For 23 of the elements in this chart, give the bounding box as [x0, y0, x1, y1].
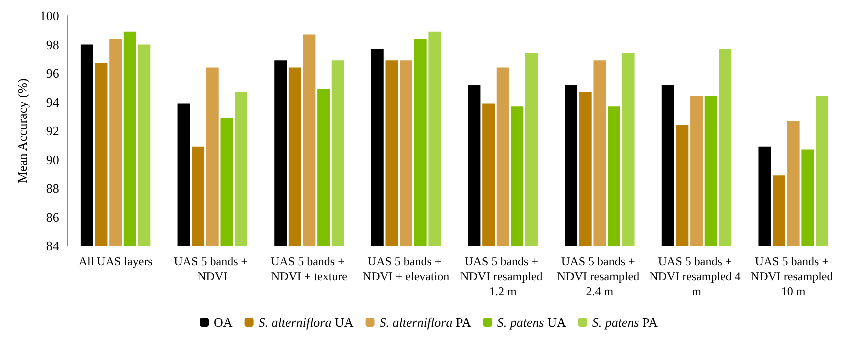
- legend-label: S. alterniflora UA: [258, 315, 354, 330]
- legend-label: S. alterniflora PA: [380, 315, 472, 330]
- y-tick-label: 92: [46, 124, 60, 138]
- x-tick-label: UAS 5 bands + NDVI + texture: [271, 254, 348, 284]
- x-tick-label: UAS 5 bands + NDVI resampled 4 m: [650, 254, 744, 298]
- x-tick-label: UAS 5 bands + NDVI resampled 1.2 m: [460, 254, 546, 298]
- y-tick-label: 86: [46, 210, 60, 225]
- y-tick-label: 98: [46, 37, 60, 52]
- x-tick-label: UAS 5 bands + NDVI resampled 10 m: [750, 254, 836, 298]
- y-tick-label: 94: [46, 94, 60, 110]
- x-tick-label: UAS 5 bands + NDVI resampled 2.4 m: [557, 254, 643, 298]
- y-tick-label: 90: [46, 152, 60, 168]
- y-tick-label: 96: [46, 66, 60, 81]
- x-tick-label: All UAS layers: [78, 254, 154, 268]
- legend-label: S. patens UA: [497, 315, 567, 330]
- y-tick-label: 100: [40, 8, 60, 24]
- legend-label: S. patens PA: [592, 315, 659, 330]
- x-tick-label: UAS 5 bands + NDVI + elevation: [362, 254, 450, 284]
- y-tick-label: 88: [46, 181, 60, 196]
- y-axis-title: Mean Accuracy (%): [15, 78, 30, 184]
- x-tick-label: UAS 5 bands + NDVI: [174, 254, 252, 284]
- legend-label: OA: [214, 315, 234, 330]
- y-tick-label: 84: [46, 238, 60, 254]
